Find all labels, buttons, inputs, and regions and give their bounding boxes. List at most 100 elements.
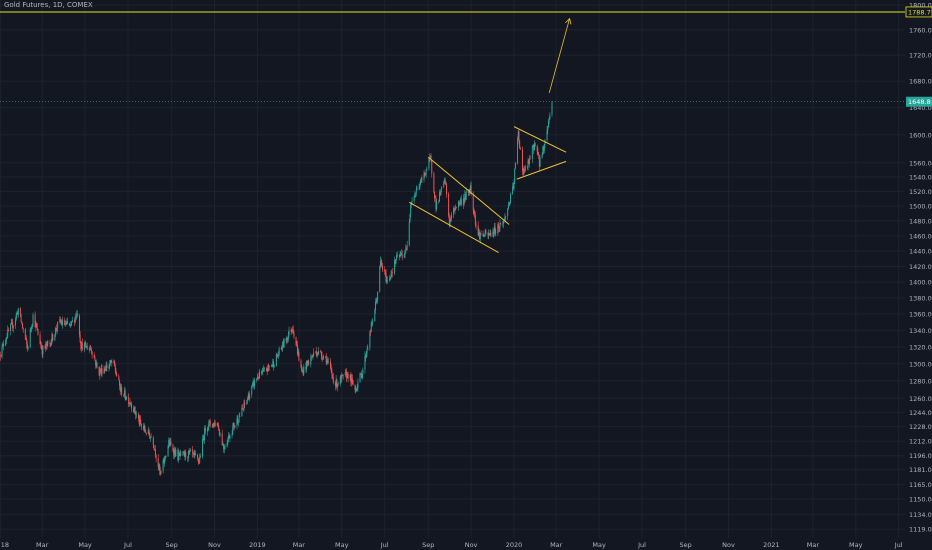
candle-body <box>223 448 225 450</box>
candle-body <box>398 254 400 257</box>
candle-body <box>389 277 391 280</box>
candle-body <box>455 207 457 210</box>
candle-body <box>370 331 372 333</box>
candle-body <box>439 192 441 196</box>
candle-body <box>278 348 280 355</box>
price-axis[interactable]: 1119.0 1134.0 1150.0 1165.0 1181.0 1196.0 1212… <box>905 0 932 550</box>
candle-body <box>93 354 95 358</box>
candle-body <box>522 170 524 175</box>
candle-body <box>246 400 248 405</box>
candle-body <box>528 160 530 164</box>
candle-body <box>231 433 233 436</box>
candle-body <box>454 209 456 212</box>
candle-body <box>384 271 386 273</box>
candle-body <box>121 387 123 395</box>
candle-body <box>443 182 445 187</box>
candle-body <box>12 322 14 329</box>
candle-body <box>32 314 34 324</box>
candle-body <box>232 423 234 427</box>
candle-body <box>521 149 523 171</box>
y-tick-label: 1480.0 <box>909 217 932 225</box>
candle-body <box>233 423 235 428</box>
candle-body <box>334 382 336 387</box>
candle-body <box>403 253 405 258</box>
y-tick-label: 1460.0 <box>909 232 932 240</box>
candle-body <box>424 172 426 175</box>
candle-body <box>318 350 320 355</box>
candle-body <box>60 322 62 323</box>
channel-lower[interactable] <box>409 201 499 253</box>
candle-body <box>438 192 440 202</box>
candle-body <box>229 435 231 439</box>
candle-body <box>465 194 467 200</box>
candle-body <box>49 343 51 344</box>
candle-body <box>408 221 410 246</box>
pennant-upper[interactable] <box>513 126 567 153</box>
candle-body <box>213 422 215 427</box>
y-tick-label: 1760.0 <box>909 26 932 34</box>
time-axis[interactable]: 18 Mar May Jul Sep Nov 2019 Mar May Jul Sep Nov 2020… <box>0 538 932 550</box>
candle-body <box>495 232 497 234</box>
candle-body <box>178 452 180 455</box>
candle-body <box>216 422 218 426</box>
candle-body <box>325 356 327 357</box>
candle-body <box>326 360 328 364</box>
candle-body <box>450 218 452 220</box>
candle-body <box>2 343 4 347</box>
projection-arrow[interactable] <box>548 18 570 94</box>
candle-body <box>54 334 56 341</box>
candle-body <box>356 388 358 391</box>
candle-body <box>118 376 120 381</box>
candle-body <box>352 380 354 385</box>
candle-body <box>145 432 147 434</box>
candle-body <box>256 378 258 380</box>
candle-body <box>105 365 107 371</box>
candle-body <box>236 418 238 426</box>
candle-body <box>174 449 176 457</box>
x-tick-label: Jul <box>637 541 646 549</box>
candle-body <box>214 422 216 427</box>
candle-body <box>483 235 485 237</box>
candle-body <box>266 368 268 371</box>
candle-body <box>101 368 103 374</box>
candle-body <box>89 348 91 350</box>
candle-body <box>172 444 174 452</box>
candle-body <box>26 339 28 345</box>
candle-body <box>50 343 52 346</box>
candle-body <box>5 337 7 341</box>
candle-body <box>81 342 83 349</box>
candle-body <box>40 344 42 346</box>
candle-body <box>275 354 277 367</box>
candle-body <box>340 376 342 379</box>
candle-body <box>482 233 484 236</box>
candle-body <box>385 272 387 282</box>
candle-body <box>547 120 549 127</box>
channel-upper[interactable] <box>427 156 510 225</box>
candle-body <box>330 367 332 371</box>
pennant-lower[interactable] <box>516 160 567 180</box>
candle-body <box>247 395 249 399</box>
candle-body <box>189 450 191 453</box>
candle-body <box>504 217 506 220</box>
candle-body <box>20 314 22 322</box>
candle-body <box>84 342 86 344</box>
candle-body <box>512 186 514 189</box>
candle-body <box>536 145 538 152</box>
candle-body <box>88 348 90 350</box>
candle-body <box>342 374 344 376</box>
candle-body <box>273 361 275 368</box>
candle-body <box>409 214 411 222</box>
candle-body <box>99 369 101 376</box>
candle-body <box>514 162 516 169</box>
candle-body <box>529 158 531 160</box>
candle-body <box>21 321 23 324</box>
candle-body <box>406 245 408 250</box>
candle-body <box>100 368 102 372</box>
candle-body <box>109 360 111 364</box>
candle-body <box>208 421 210 428</box>
candle-body <box>242 408 244 410</box>
y-tick-label: 1640.0 <box>909 104 932 112</box>
candle-body <box>376 301 378 302</box>
candle-body <box>384 269 386 272</box>
